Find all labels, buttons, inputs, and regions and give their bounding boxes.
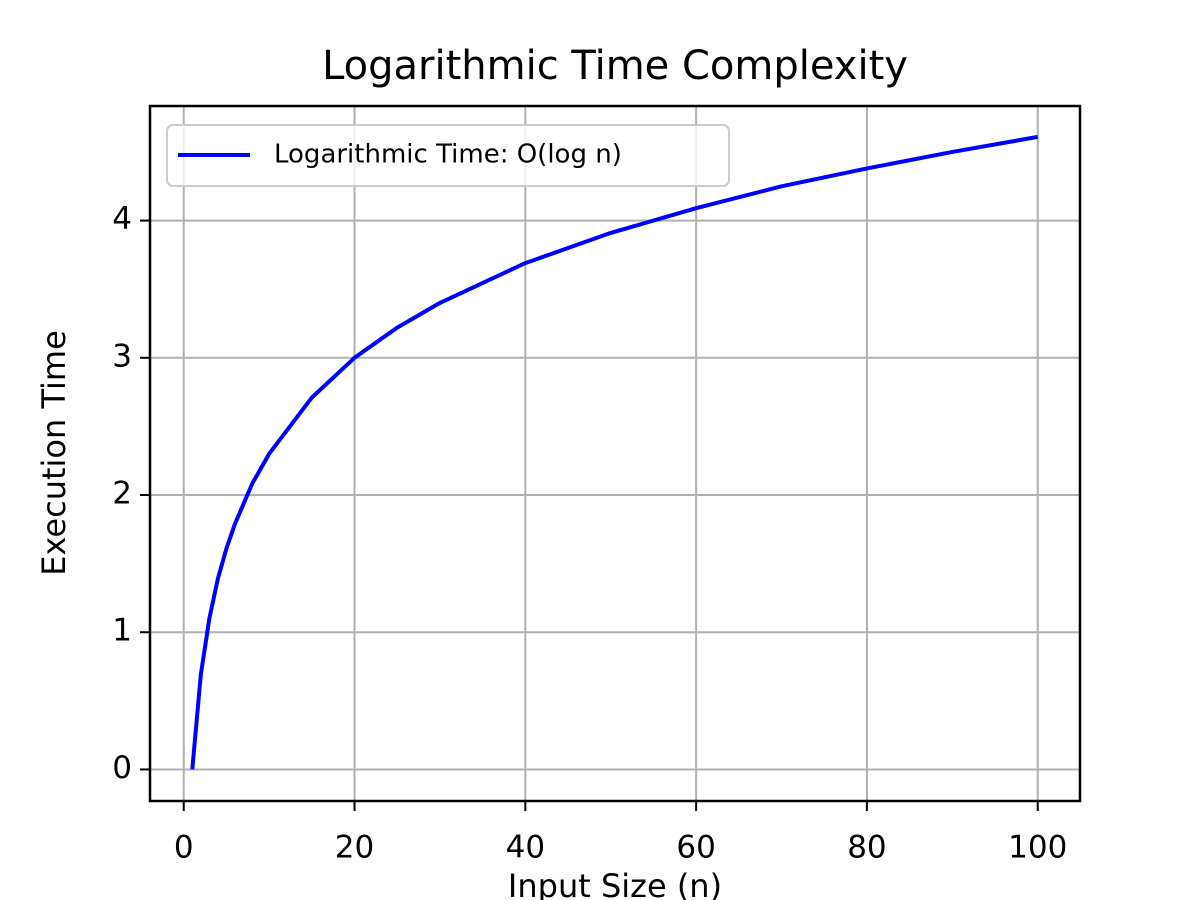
x-tick-label: 20 xyxy=(335,830,374,866)
line-series xyxy=(190,134,1039,770)
y-tick-label: 3 xyxy=(112,338,132,374)
x-tick-label: 0 xyxy=(174,830,194,866)
y-tick-label: 1 xyxy=(112,613,132,649)
x-axis-label: Input Size (n) xyxy=(508,867,722,900)
legend-box xyxy=(166,124,730,187)
x-tick-label: 80 xyxy=(847,830,886,866)
y-tick-label: 4 xyxy=(112,201,132,237)
y-axis-label: Execution Time xyxy=(35,330,73,576)
y-tick-label: 0 xyxy=(112,750,132,786)
x-tick-label: 40 xyxy=(506,830,545,866)
y-tick-label: 2 xyxy=(112,476,132,512)
legend-label: Logarithmic Time: O(log n) xyxy=(274,140,622,170)
x-tick-label: 100 xyxy=(1008,830,1067,866)
chart-title: Logarithmic Time Complexity xyxy=(322,43,908,89)
x-tick-label: 60 xyxy=(676,830,715,866)
plot-frame xyxy=(148,104,1082,803)
